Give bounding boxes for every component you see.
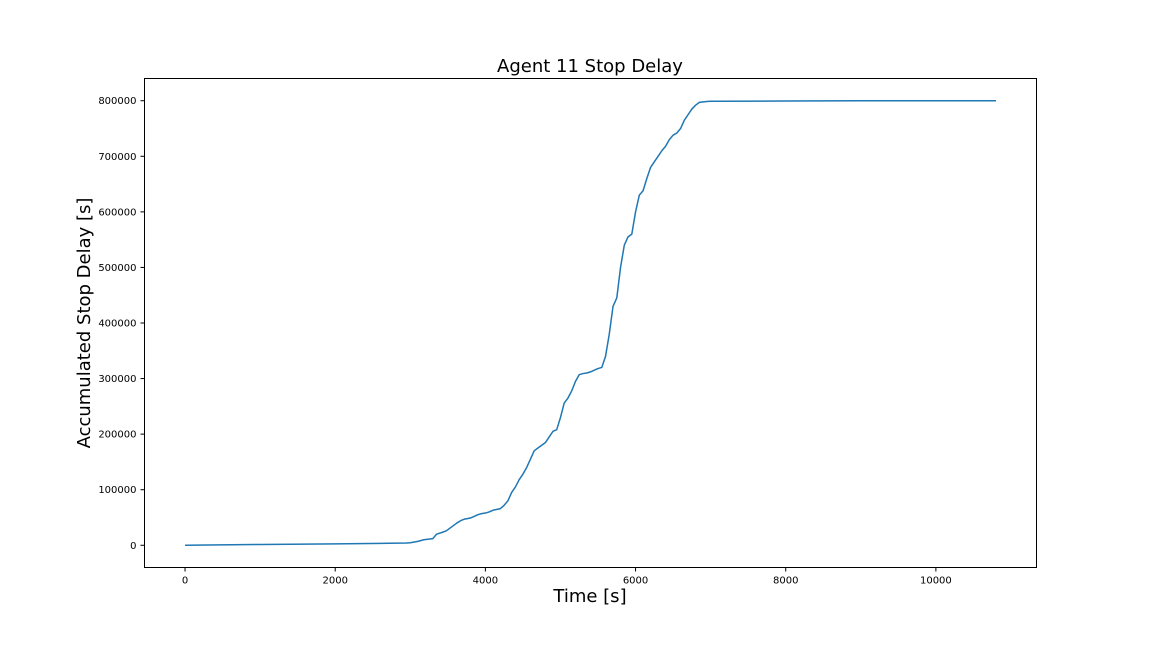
x-tick-label: 2000: [322, 576, 347, 587]
y-tick-label: 100000: [98, 485, 136, 496]
y-tick-label: 700000: [98, 152, 136, 163]
y-tick-label: 600000: [98, 207, 136, 218]
chart-title: Agent 11 Stop Delay: [497, 56, 683, 77]
x-axis-label: Time [s]: [552, 586, 626, 607]
x-tick-label: 4000: [473, 576, 498, 587]
y-tick-label: 300000: [98, 374, 136, 385]
y-axis-label: Accumulated Stop Delay [s]: [74, 198, 95, 449]
x-axis: 0 2000 4000 6000 8000 10000: [182, 567, 952, 587]
series-line: [185, 99, 996, 547]
y-tick-label: 400000: [98, 319, 136, 330]
x-tick-label: 8000: [773, 576, 798, 587]
x-tick-label: 10000: [920, 576, 952, 587]
y-axis: 0 100000 200000 300000 400000 500000 600000 700…: [98, 96, 145, 552]
plot-frame: [144, 78, 1037, 568]
y-tick-label: 200000: [98, 430, 136, 441]
y-tick-label: 0: [130, 541, 136, 552]
y-tick-label: 500000: [98, 263, 136, 274]
x-tick-label: 6000: [623, 576, 648, 587]
y-tick-label: 800000: [98, 96, 136, 107]
x-tick-label: 0: [182, 576, 188, 587]
series-layer: [185, 99, 996, 547]
